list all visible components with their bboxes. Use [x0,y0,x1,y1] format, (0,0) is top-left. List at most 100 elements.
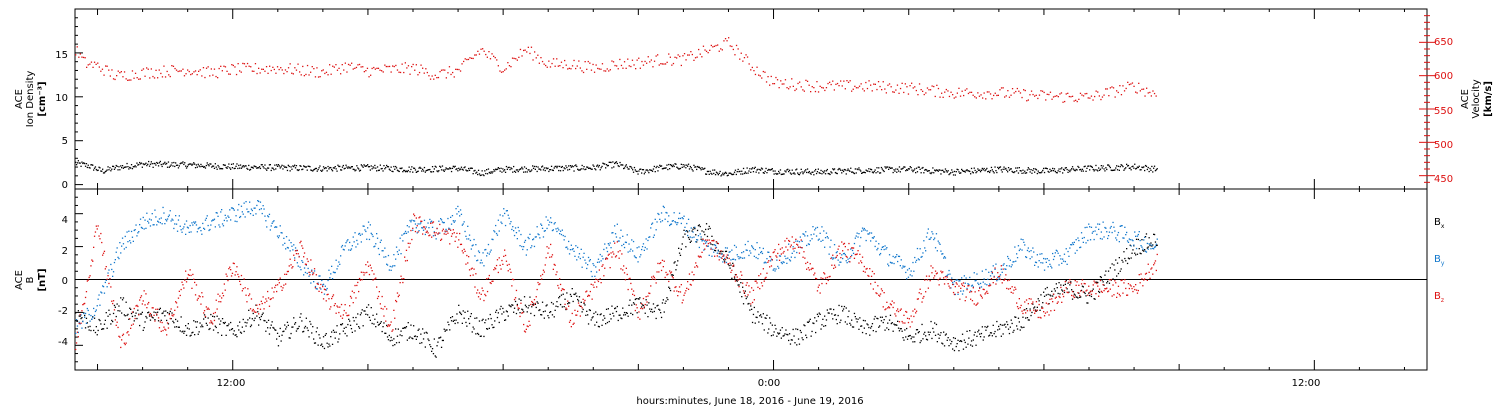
black-point [687,165,689,167]
black-point [861,172,863,174]
By-point [1019,248,1021,250]
black-point [961,168,963,171]
Bx-point [354,330,356,332]
By-point [943,256,946,258]
By-point [406,225,408,227]
black-point [853,172,856,175]
black-point [101,170,103,172]
red-point [166,70,168,73]
Bx-point [770,335,773,337]
black-point [554,165,556,168]
red-point [1071,95,1074,97]
black-point [307,165,309,167]
Bz-point [458,239,460,241]
Bx-point [742,303,745,305]
Bx-point [146,317,148,319]
black-point [742,167,745,170]
Bx-point [130,308,132,310]
By-point [219,226,221,228]
By-point [822,239,824,241]
By-point [926,232,929,234]
Bz-point [206,308,208,310]
By-point [630,248,632,250]
red-point [966,88,968,90]
red-point [650,59,652,61]
black-point [844,169,846,171]
Bz-point [93,235,96,237]
Bx-point [444,330,446,332]
black-point [318,167,320,169]
red-point [114,78,116,81]
By-point [976,273,978,275]
red-point [1130,83,1132,85]
Bx-point [340,324,343,326]
black-point [856,168,858,170]
Bx-point [181,331,183,333]
black-point [228,163,230,165]
red-point [305,73,307,76]
black-point [568,168,571,171]
black-point [108,169,110,171]
By-point [612,232,614,234]
black-point [435,166,437,168]
By-point [227,215,229,217]
Bx-point [200,326,202,328]
black-point [974,169,976,172]
By-point [1018,249,1020,252]
red-point [187,69,189,71]
By-point [1072,243,1075,246]
black-point [1107,164,1110,166]
By-point [1052,258,1055,261]
By-point [251,209,253,212]
black-point [617,165,619,167]
black-point [332,167,335,169]
red-point [420,64,422,66]
black-point [767,169,769,171]
black-point [567,169,569,171]
Bz-point [193,278,195,280]
Bx-point [102,328,105,330]
By-point [513,234,516,237]
red-point [152,75,154,78]
Bx-point [903,339,905,341]
Bx-point [1093,298,1095,300]
black-point [175,164,178,166]
Bx-point [112,312,115,315]
By-point [862,229,865,231]
By-point [85,322,88,324]
black-point [455,168,457,171]
black-point [220,167,222,170]
Bx-point [1002,333,1004,335]
Bx-point [910,338,912,340]
Bz-point [327,293,329,295]
Bx-point [373,323,375,325]
By-point [640,254,642,256]
Bx-point [399,334,401,336]
Bz-point [468,269,471,271]
Bx-point [886,327,888,329]
By-point [994,268,996,270]
Bx-point [259,318,262,321]
black-point [718,172,720,174]
black-point [561,165,563,168]
black-point [239,167,241,169]
red-point [1135,91,1137,93]
By-point [655,229,657,231]
black-point [524,171,527,173]
Bx-point [492,326,494,329]
red-point [324,72,326,75]
By-point [427,222,429,224]
black-point [1109,166,1111,169]
black-point [932,167,934,169]
red-point [79,53,81,55]
black-point [219,168,221,170]
Bx-point [1054,290,1056,292]
black-point [236,163,238,165]
Bz-point [380,307,382,310]
red-point [972,94,974,96]
By-point [373,246,375,248]
red-point [1062,101,1064,103]
By-point [1107,237,1109,240]
By-point [143,228,145,230]
By-point [294,257,296,259]
